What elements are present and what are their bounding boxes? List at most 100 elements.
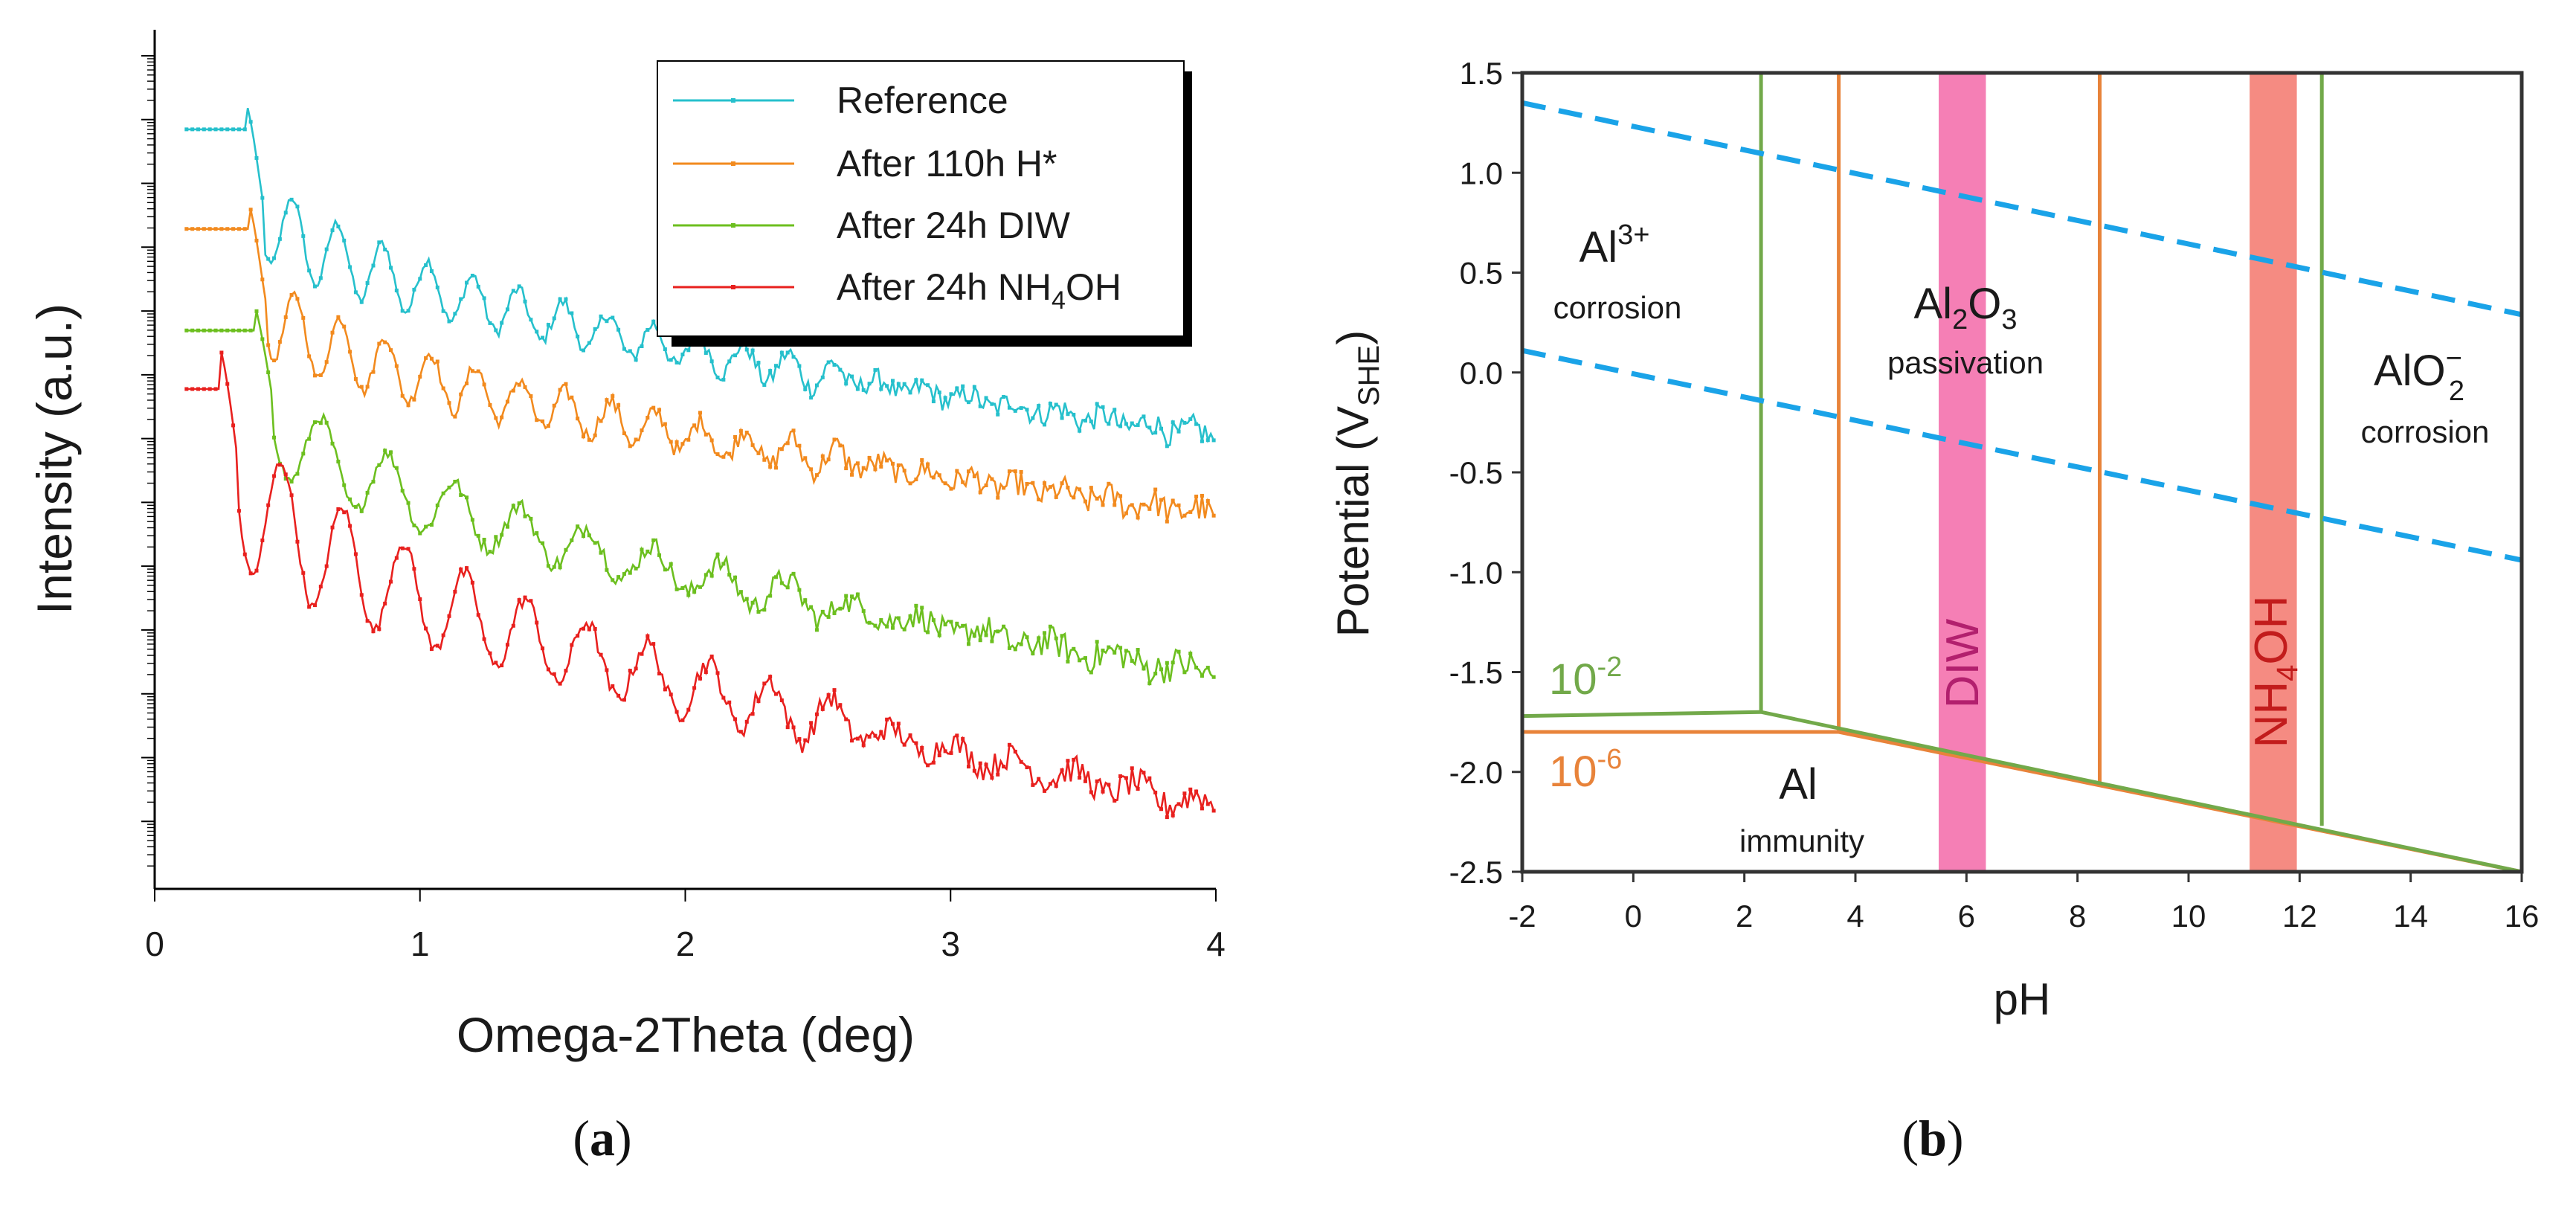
data-point: [779, 350, 784, 355]
data-point: [1205, 438, 1210, 443]
data-point: [465, 381, 469, 385]
data-point: [523, 299, 527, 303]
data-point: [260, 196, 265, 200]
data-point: [406, 309, 410, 313]
data-point: [482, 382, 486, 387]
data-point: [616, 403, 621, 408]
data-point: [570, 395, 574, 399]
data-point: [389, 579, 393, 584]
data-point: [779, 581, 784, 585]
series-markers-2: [184, 309, 1216, 686]
data-point: [750, 712, 755, 716]
data-point: [529, 516, 533, 521]
data-point: [1124, 511, 1128, 515]
data-point: [1182, 670, 1187, 675]
data-point: [984, 396, 988, 400]
data-point: [703, 670, 708, 675]
band-nh4oh-label: NH4OH: [2246, 596, 2304, 748]
data-point: [820, 375, 825, 379]
region-al3-label: Al3+: [1580, 219, 1650, 272]
legend-marker-3: [731, 285, 735, 289]
data-point: [1194, 789, 1199, 794]
band-nh4oh: [2250, 73, 2297, 872]
data-point: [570, 643, 574, 647]
data-point: [744, 597, 749, 601]
data-point: [768, 594, 773, 598]
data-point: [488, 403, 492, 408]
data-point: [902, 627, 907, 632]
data-point: [184, 227, 189, 231]
data-point: [435, 503, 439, 507]
data-point: [1147, 507, 1152, 511]
data-point: [277, 237, 282, 241]
data-point: [476, 533, 480, 538]
data-point: [709, 574, 714, 578]
data-point: [785, 350, 790, 355]
x-tick-label: 1: [410, 925, 430, 963]
data-point: [949, 751, 953, 755]
data-point: [879, 387, 883, 391]
data-point: [371, 480, 376, 484]
data-point: [972, 385, 976, 389]
data-point: [1002, 395, 1006, 399]
data-point: [418, 531, 422, 536]
data-point: [680, 718, 685, 722]
data-point: [680, 353, 685, 357]
series-markers-0: [184, 120, 1216, 449]
data-point: [295, 472, 300, 476]
data-point: [1130, 659, 1134, 664]
data-point: [797, 364, 802, 368]
data-point: [1072, 412, 1076, 417]
data-point: [307, 437, 312, 441]
data-point: [324, 360, 329, 364]
data-point: [703, 573, 708, 577]
data-point: [582, 348, 586, 353]
data-point: [686, 348, 691, 353]
data-point: [1147, 776, 1152, 780]
data-point: [529, 599, 533, 603]
x-tick-label: 3: [941, 925, 960, 963]
data-point: [523, 385, 527, 389]
data-point: [634, 437, 638, 442]
data-point: [289, 479, 294, 483]
data-point: [365, 280, 370, 285]
data-point: [365, 385, 370, 389]
data-point: [394, 364, 399, 368]
data-point: [1171, 420, 1175, 425]
data-point: [605, 568, 609, 572]
data-point: [902, 742, 907, 747]
data-point: [248, 120, 253, 124]
data-point: [674, 710, 679, 714]
data-point: [663, 347, 667, 352]
data-point: [1159, 807, 1164, 812]
data-point: [482, 637, 486, 641]
data-point: [908, 614, 912, 618]
data-point: [459, 392, 463, 396]
data-point: [1037, 777, 1041, 781]
region-al2o3-label: Al2O3: [1914, 280, 2018, 335]
data-point: [236, 328, 241, 332]
data-point: [1142, 502, 1146, 507]
data-point: [1176, 503, 1181, 507]
data-point: [628, 669, 632, 673]
data-point: [318, 276, 323, 280]
data-point: [1107, 481, 1111, 486]
data-point: [196, 328, 201, 332]
data-point: [972, 474, 976, 478]
data-point: [424, 626, 428, 631]
series-line-2: [186, 311, 1214, 687]
data-point: [669, 562, 673, 566]
data-point: [861, 388, 866, 392]
data-point: [1095, 402, 1099, 406]
data-point: [348, 497, 352, 501]
data-point: [1083, 499, 1087, 504]
data-point: [1182, 513, 1187, 518]
data-point: [902, 469, 907, 473]
data-point: [768, 465, 773, 469]
data-point: [535, 620, 539, 625]
data-point: [1124, 776, 1128, 780]
data-point: [990, 477, 994, 481]
data-point: [850, 594, 854, 599]
data-point: [931, 475, 936, 480]
data-point: [1205, 498, 1210, 503]
